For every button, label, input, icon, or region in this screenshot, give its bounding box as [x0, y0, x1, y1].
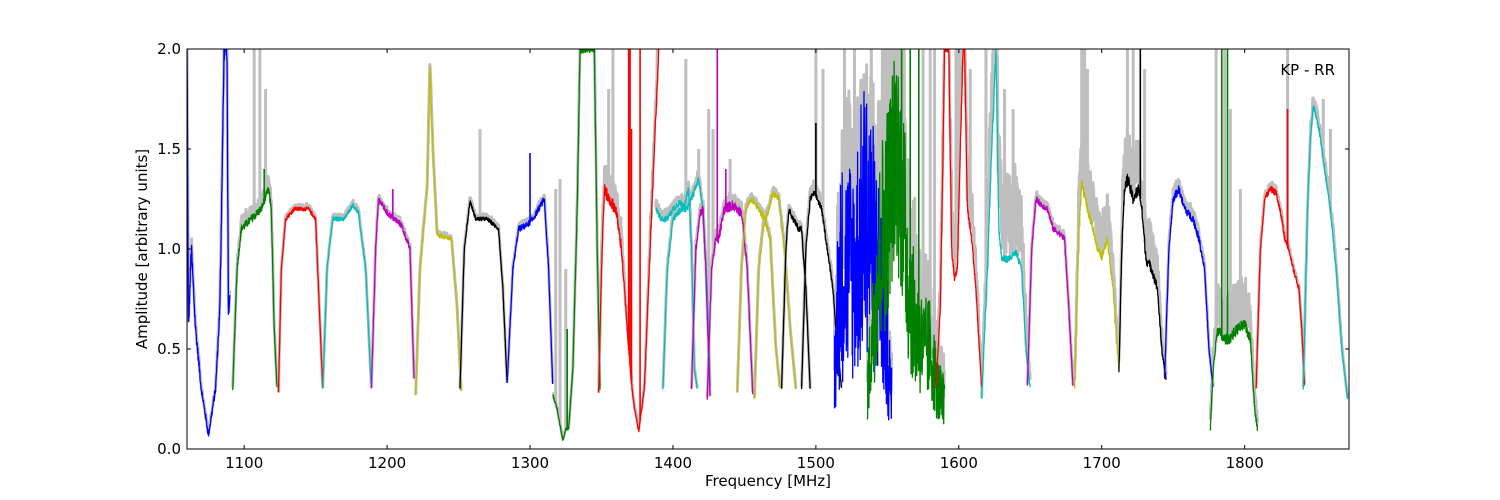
subband-series-15	[753, 190, 797, 400]
x-tick-label: 1600	[940, 454, 978, 472]
x-tick-label: 1800	[1226, 454, 1264, 472]
subband-series-1	[232, 187, 278, 391]
annotation-label: KP - RR	[1280, 61, 1335, 79]
x-tick-label: 1500	[797, 454, 835, 472]
x-tick-label: 1700	[1083, 454, 1121, 472]
subband-series-2	[277, 206, 324, 393]
x-tick-label: 1400	[654, 454, 692, 472]
subband-series-20	[935, 49, 983, 389]
subband-series-13	[706, 200, 754, 400]
subband-series-3	[322, 203, 372, 389]
y-tick-label: 0.5	[157, 340, 181, 358]
subband-series-10	[655, 187, 698, 389]
subband-series-26	[1209, 319, 1259, 431]
subband-series-6	[459, 200, 508, 389]
subband-series-9	[597, 49, 660, 433]
subband-series-23	[1073, 178, 1120, 389]
ticks: 1100 1200 1300 1400 1500 1600 1700 1800 0.0 0.5 1.…	[157, 40, 1349, 472]
subband-series-17	[800, 190, 843, 390]
x-tick-label: 1100	[225, 454, 263, 472]
subband-series-22	[1026, 196, 1074, 387]
subband-series-12	[690, 206, 711, 397]
x-tick-label: 1200	[368, 454, 406, 472]
subband-series-8	[552, 49, 601, 441]
y-tick-label: 2.0	[157, 40, 181, 58]
y-tick-label: 0.0	[157, 440, 181, 458]
subband-series-24	[1118, 173, 1167, 380]
data-series	[187, 49, 1349, 441]
subband-series-19	[866, 60, 946, 425]
y-tick-label: 1.5	[157, 140, 181, 158]
subband-series-21	[981, 49, 1031, 399]
y-axis-label: Amplitude [arbitrary units]	[133, 149, 151, 349]
subband-series-11	[662, 177, 711, 390]
background-series-line	[1208, 275, 1259, 424]
subband-series-14	[736, 197, 781, 393]
y-tick-label: 1.0	[157, 240, 181, 258]
subband-series-28	[1302, 105, 1349, 400]
background-series-line	[277, 201, 325, 393]
subband-series-0	[187, 49, 231, 437]
subband-series-7	[506, 197, 554, 385]
subband-series-25	[1163, 185, 1214, 387]
subband-series-5	[415, 66, 462, 396]
x-axis-label: Frequency [MHz]	[705, 472, 831, 490]
subband-series-27	[1255, 185, 1306, 389]
x-tick-label: 1300	[511, 454, 549, 472]
